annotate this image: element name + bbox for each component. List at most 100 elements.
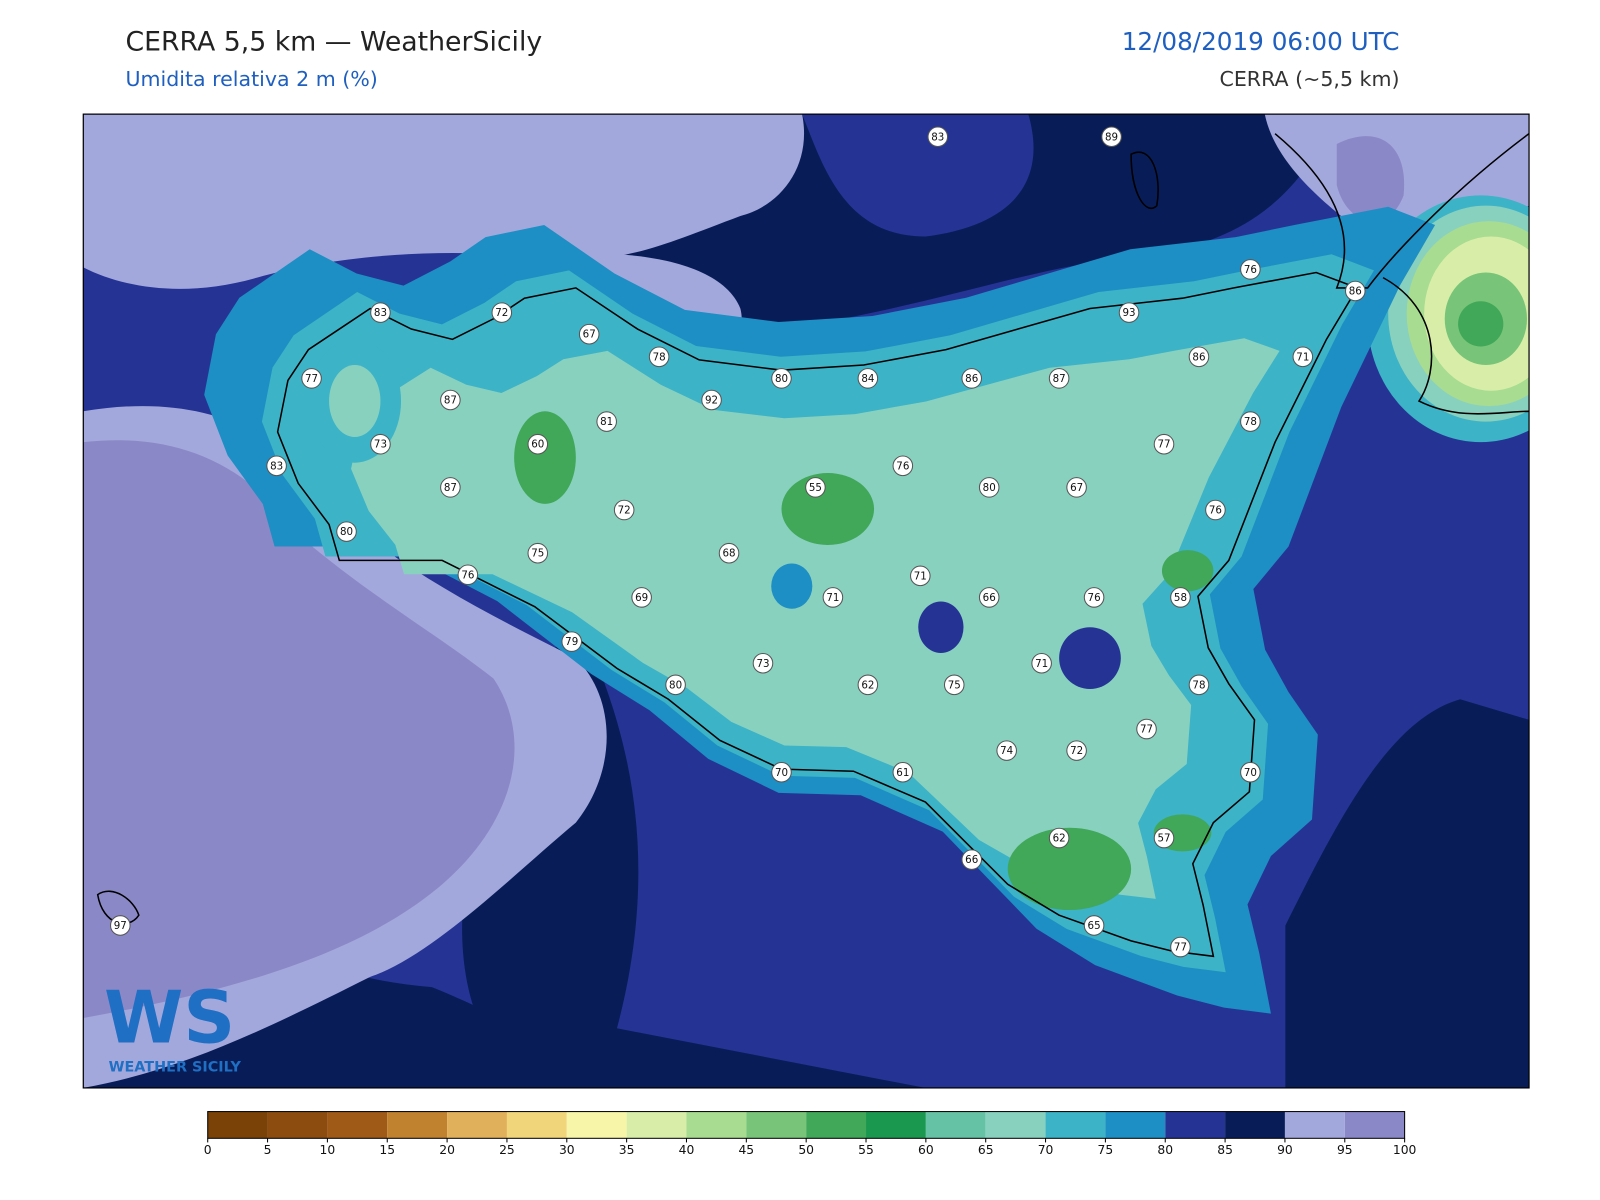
colorbar-swatch	[566, 1111, 627, 1139]
station-marker	[370, 433, 391, 455]
station-marker	[1066, 740, 1087, 761]
station-value: 71	[914, 570, 927, 582]
colorbar-tick-label: 90	[1277, 1143, 1293, 1157]
station-marker	[1153, 433, 1175, 455]
station-value: 84	[861, 373, 874, 385]
station-value: 86	[1349, 286, 1362, 298]
station-marker	[771, 368, 792, 389]
logo-mark: WS	[104, 976, 235, 1060]
station-marker	[1153, 827, 1175, 849]
station-value: 55	[809, 482, 822, 494]
colorbar-tick-label: 0	[204, 1143, 212, 1157]
station-marker	[822, 587, 844, 608]
station-marker	[1344, 280, 1366, 302]
station-value: 66	[965, 854, 978, 866]
map-field	[83, 114, 1530, 1088]
station-value: 72	[618, 505, 631, 517]
model-label: CERRA (~5,5 km)	[1219, 67, 1399, 91]
station-value: 76	[1244, 264, 1257, 276]
station-value: 66	[983, 592, 996, 604]
station-marker	[910, 565, 931, 587]
station-marker	[892, 761, 914, 783]
station-marker	[996, 740, 1017, 761]
station-value: 78	[653, 351, 666, 363]
station-marker	[110, 915, 131, 936]
colorbar-swatch	[387, 1111, 448, 1139]
station-value: 69	[635, 592, 648, 604]
colorbar: 0 5 10 15 20 25 30 35 40 45 50 55 60 65 70 75 80 85 90 95 10…	[204, 1111, 1417, 1157]
colorbar-swatch	[1344, 1111, 1405, 1139]
station-marker	[961, 849, 983, 870]
station-marker	[596, 411, 617, 432]
station-value: 65	[1088, 920, 1101, 932]
station-marker	[1101, 126, 1122, 148]
station-value: 73	[374, 439, 387, 451]
station-value: 57	[1157, 833, 1170, 845]
colorbar-swatch	[626, 1111, 687, 1139]
station-marker	[1118, 302, 1140, 323]
station-value: 71	[1035, 658, 1048, 670]
station-marker	[718, 542, 740, 564]
station-marker	[961, 368, 983, 389]
colorbar-swatch	[506, 1111, 567, 1139]
colorbar-tick-label: 85	[1217, 1143, 1233, 1157]
logo-name: WEATHER SICILY	[109, 1059, 242, 1075]
station-marker	[892, 455, 914, 477]
colorbar-tick-label: 45	[738, 1143, 754, 1157]
station-marker	[978, 587, 1000, 608]
station-value: 80	[775, 373, 788, 385]
station-marker	[1240, 259, 1261, 280]
station-marker	[1170, 587, 1191, 608]
station-value: 78	[1244, 416, 1257, 428]
colorbar-swatch	[1165, 1111, 1226, 1139]
colorbar-tick-label: 50	[798, 1143, 814, 1157]
station-marker	[665, 674, 686, 696]
datetime: 12/08/2019 06:00 UTC	[1122, 27, 1400, 56]
station-value: 60	[531, 439, 544, 451]
station-marker	[927, 126, 949, 148]
station-marker	[613, 499, 635, 521]
colorbar-swatch	[207, 1111, 268, 1139]
station-marker	[527, 433, 549, 455]
station-value: 86	[965, 373, 978, 385]
colorbar-tick-label: 5	[264, 1143, 272, 1157]
colorbar-swatch	[447, 1111, 507, 1139]
colorbar-swatch	[1284, 1111, 1345, 1139]
station-value: 83	[270, 460, 283, 472]
colorbar-tick-label: 40	[679, 1143, 695, 1157]
station-marker	[648, 346, 670, 368]
colorbar-tick-label: 10	[320, 1143, 336, 1157]
station-value: 74	[1000, 745, 1013, 757]
map-frame	[82, 113, 1530, 1089]
station-marker	[440, 477, 461, 498]
station-marker	[1188, 674, 1210, 696]
station-value: 75	[531, 548, 544, 560]
station-marker	[1205, 499, 1226, 521]
colorbar-tick-label: 55	[858, 1143, 874, 1157]
station-value: 76	[1209, 505, 1222, 517]
station-marker	[1066, 477, 1087, 498]
station-marker	[1136, 718, 1157, 740]
station-marker	[1048, 368, 1070, 389]
station-value: 67	[583, 329, 596, 341]
station-marker	[1170, 936, 1191, 958]
station-value: 77	[1174, 942, 1187, 954]
colorbar-swatch	[1045, 1111, 1106, 1139]
station-value: 62	[861, 679, 874, 691]
colorbar-tick-label: 20	[439, 1143, 455, 1157]
station-marker	[943, 674, 965, 696]
station-marker	[857, 368, 879, 389]
station-marker	[527, 542, 549, 564]
colorbar-swatch	[686, 1111, 747, 1139]
colorbar-tick-label: 60	[918, 1143, 934, 1157]
station-marker	[857, 674, 879, 696]
station-value: 68	[723, 548, 736, 560]
station-marker	[1240, 761, 1261, 783]
subtitle: Umidita relativa 2 m (%)	[125, 67, 377, 91]
colorbar-tick-label: 75	[1098, 1143, 1114, 1157]
station-value: 76	[1088, 592, 1101, 604]
station-value: 80	[340, 526, 353, 538]
station-value: 97	[114, 920, 127, 932]
